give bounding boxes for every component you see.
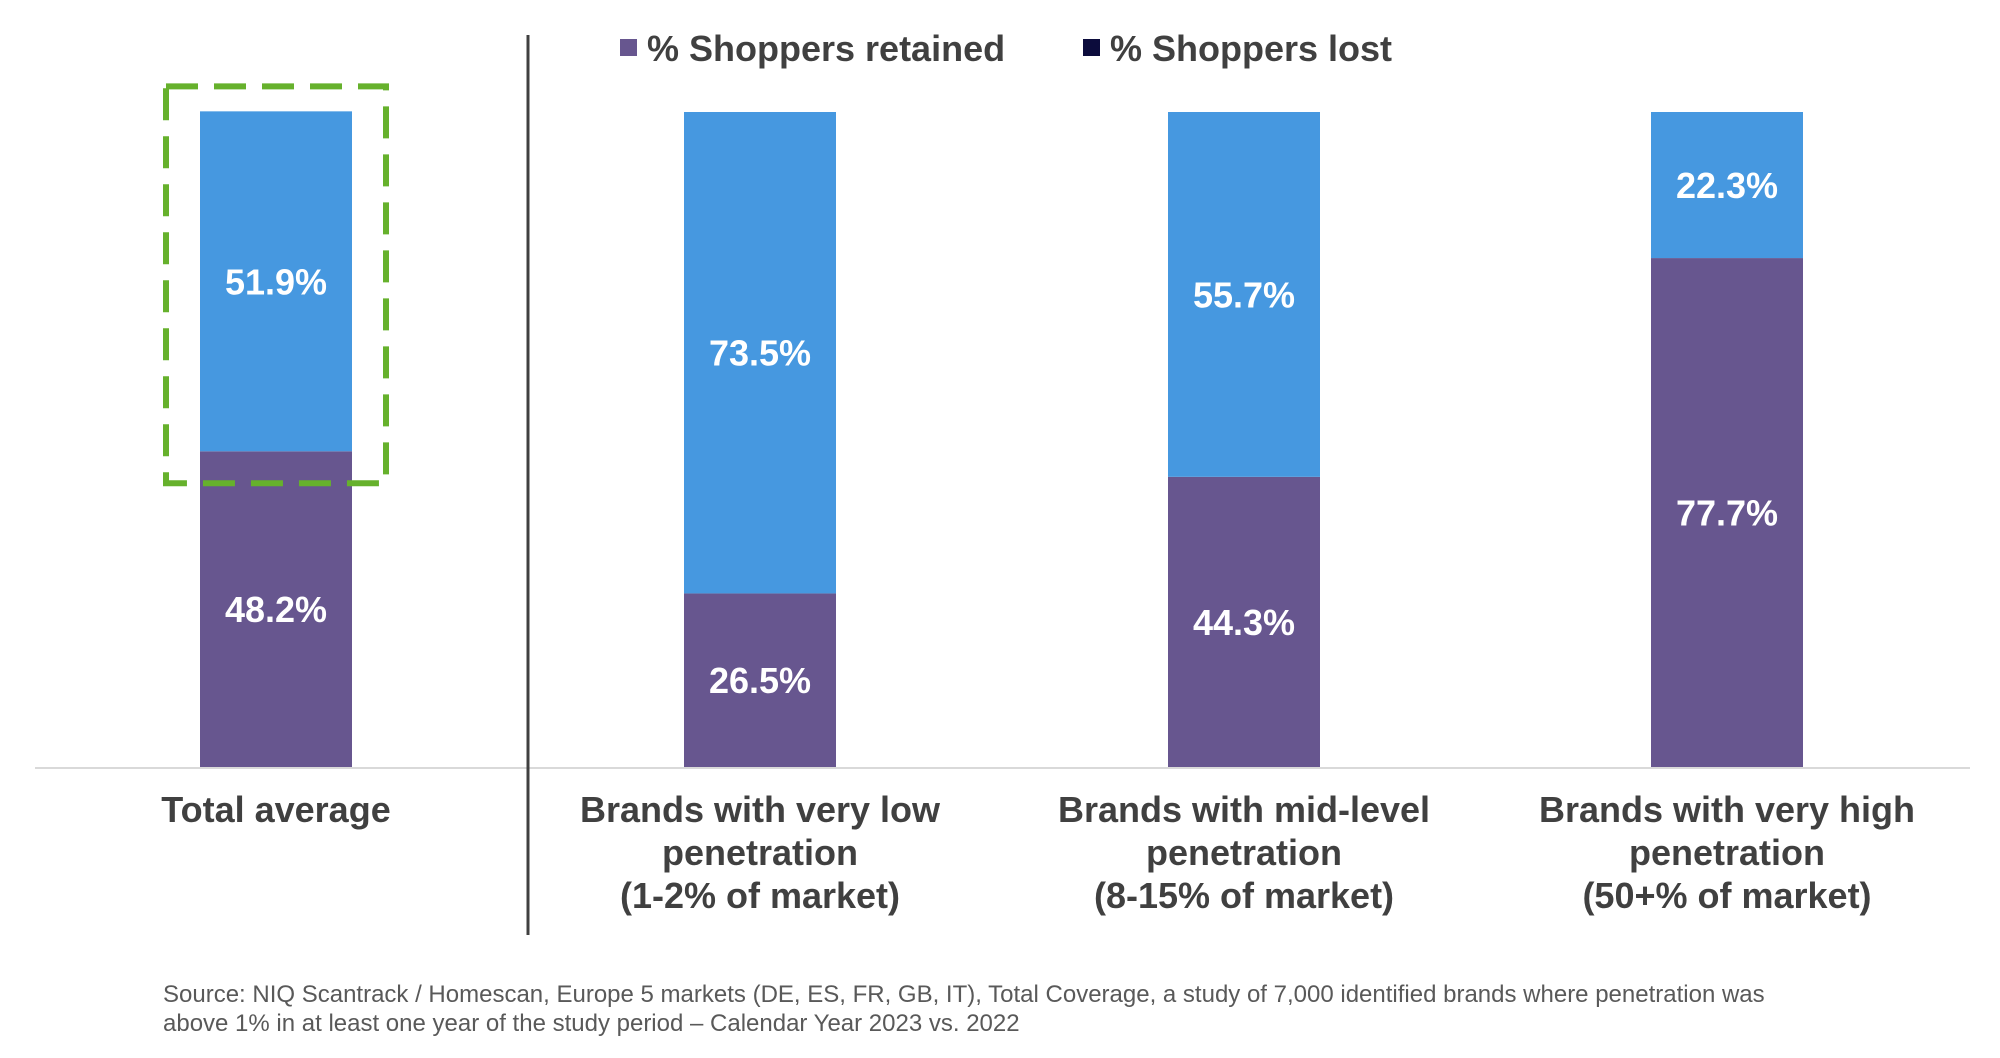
legend-label-retained: % Shoppers retained: [647, 28, 1005, 69]
data-label-lost-0: 51.9%: [225, 261, 327, 302]
bar-lost-2: [1168, 112, 1320, 477]
category-label-1-line-0: Brands with very low: [580, 789, 941, 830]
category-labels: Total average Brands with very lowpenetra…: [161, 789, 1915, 916]
bar-retained-3: [1651, 258, 1803, 767]
category-label-3-line-0: Brands with very high: [1539, 789, 1915, 830]
legend-swatch-lost: [1083, 39, 1100, 56]
data-label-retained-2: 44.3%: [1193, 602, 1295, 643]
data-label-lost-1: 73.5%: [709, 333, 811, 374]
bar-retained-1: [684, 593, 836, 767]
category-label-2-line-0: Brands with mid-level: [1058, 789, 1430, 830]
category-label-2-line-2: (8-15% of market): [1094, 875, 1394, 916]
category-label-3-line-2: (50+% of market): [1582, 875, 1871, 916]
data-label-retained-0: 48.2%: [225, 589, 327, 630]
data-label-retained-1: 26.5%: [709, 660, 811, 701]
category-label-0-line-0: Total average: [161, 789, 390, 830]
bar-lost-3: [1651, 112, 1803, 259]
category-label-1-line-2: (1-2% of market): [620, 875, 900, 916]
category-label-1-line-1: penetration: [662, 832, 858, 873]
legend: % Shoppers retained % Shoppers lost: [620, 28, 1392, 69]
bar-retained-0: [200, 451, 352, 767]
bar-lost-1: [684, 112, 836, 594]
bar-retained-2: [1168, 476, 1320, 767]
data-label-retained-3: 77.7%: [1676, 493, 1778, 534]
data-label-lost-2: 55.7%: [1193, 274, 1295, 315]
category-label-3-line-1: penetration: [1629, 832, 1825, 873]
legend-swatch-retained: [620, 39, 637, 56]
bars: 48.2% 51.9% 26.5% 73.5% 44.3% 55.7% 77.7% 22.3%: [200, 111, 1803, 767]
bar-lost-0: [200, 111, 352, 452]
highlight-box: [163, 83, 389, 487]
data-label-lost-3: 22.3%: [1676, 165, 1778, 206]
legend-label-lost: % Shoppers lost: [1110, 28, 1392, 69]
category-label-2-line-1: penetration: [1146, 832, 1342, 873]
source-note: Source: NIQ Scantrack / Homescan, Europe…: [163, 981, 1765, 1037]
